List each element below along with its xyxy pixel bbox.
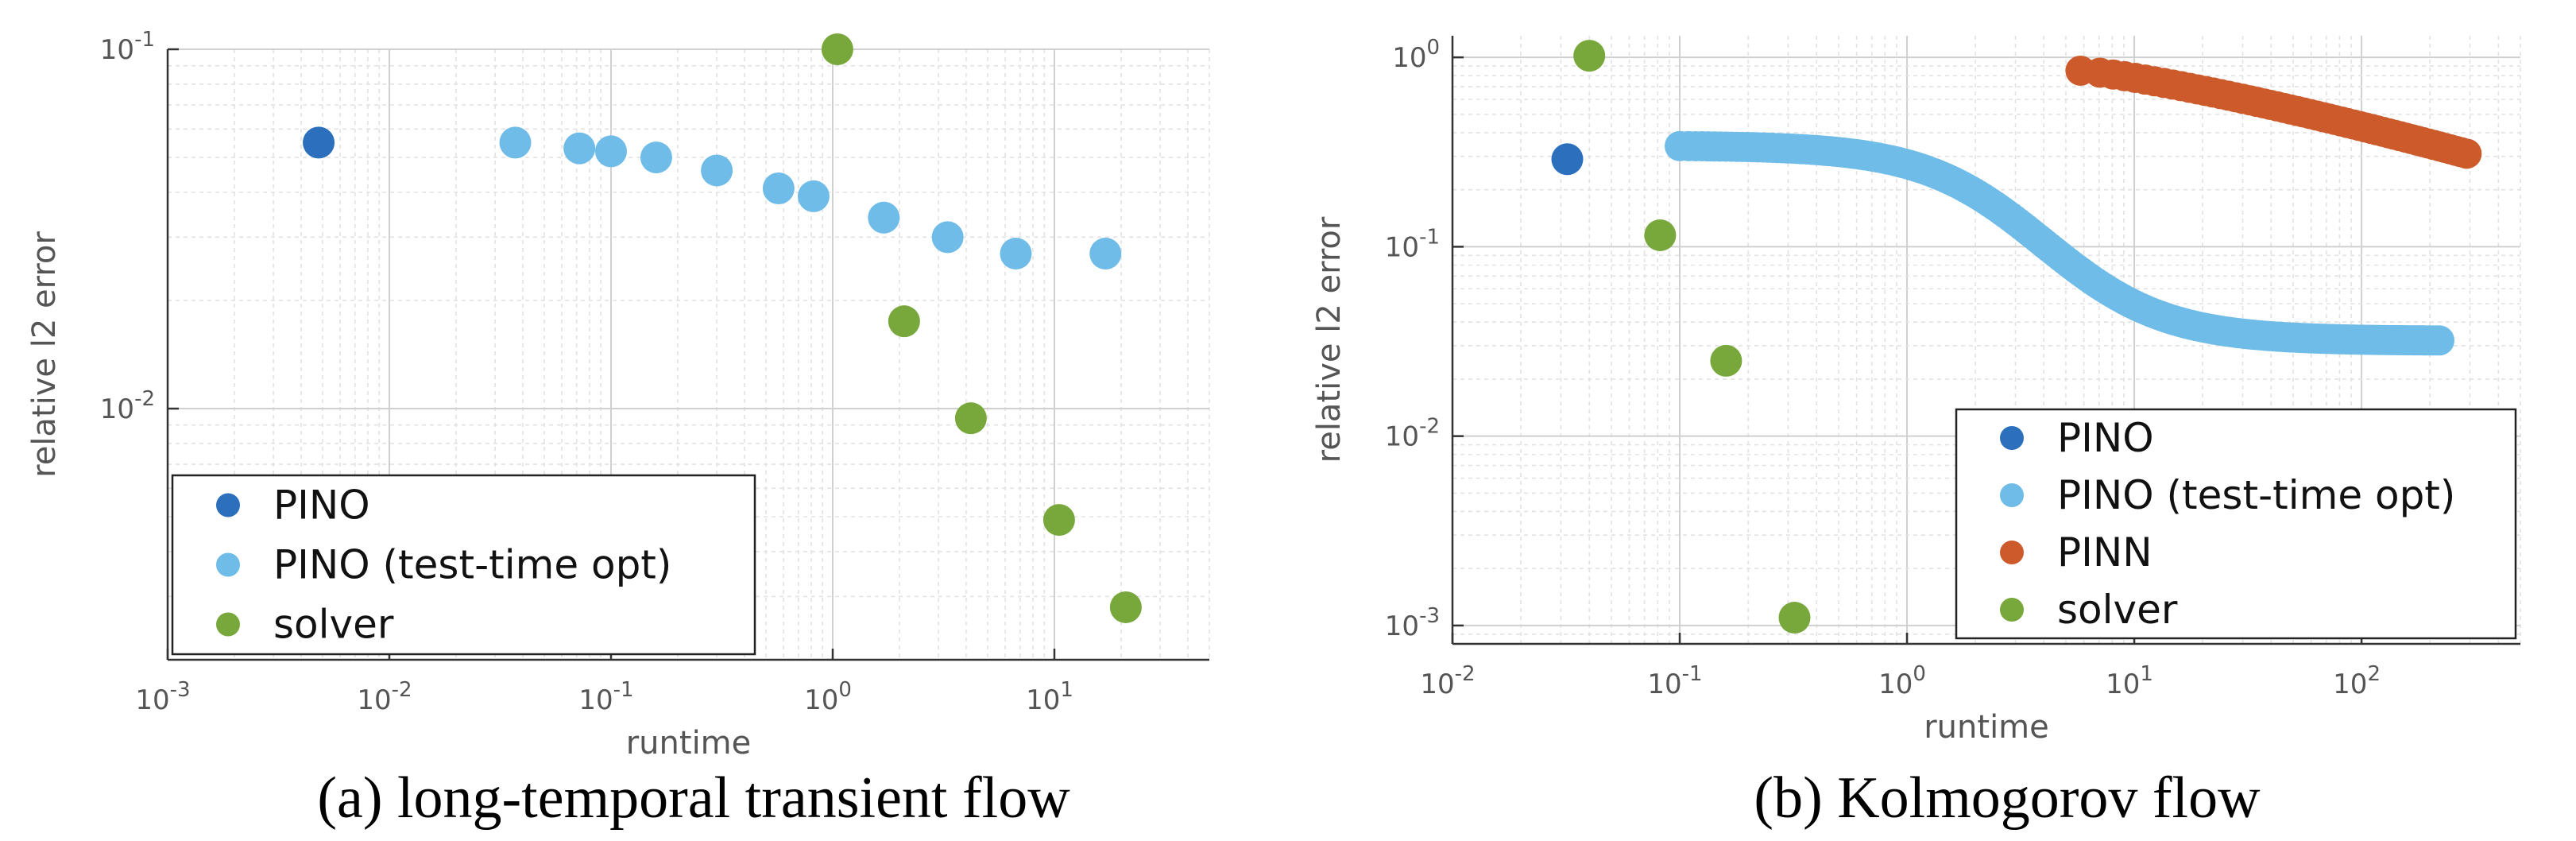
- point-pinn: [2451, 138, 2482, 169]
- point-pino: [1551, 143, 1584, 176]
- legend-box: [1955, 408, 2517, 640]
- data-layer: [303, 33, 1142, 623]
- legend-label-pino: PINO: [2057, 415, 2154, 461]
- caption-a: (a) long-temporal transient flow: [317, 765, 1070, 831]
- series-solver: [1573, 40, 1811, 634]
- legend: PINO PINO (test-time opt) PINN solver: [1955, 408, 2517, 640]
- legend-marker-pino: [216, 493, 240, 517]
- y-tick-label: 10-2: [1385, 415, 1440, 453]
- point-pino-test-time-opt: [931, 221, 964, 254]
- grid: [1452, 36, 2521, 645]
- point-pino-test-time-opt: [1089, 238, 1122, 270]
- x-tick-label: 101: [1026, 678, 1073, 716]
- point-solver: [821, 33, 853, 65]
- series-pino-test-time-opt: [499, 126, 1122, 270]
- x-tick-label: 10-2: [357, 678, 412, 716]
- chart-b: 10-2 10-1 100 101 102 10-3 10-2 10-1 100 runtime r…: [1311, 36, 2521, 746]
- point-pino: [303, 126, 335, 159]
- x-axis-label: runtime: [626, 725, 752, 762]
- legend-label-solver: solver: [2057, 587, 2178, 633]
- y-tick-label: 10-3: [1385, 604, 1440, 642]
- x-tick-label: 10-2: [1420, 662, 1475, 700]
- x-tick-label: 10-3: [135, 678, 190, 716]
- x-tick-label: 101: [2106, 662, 2153, 700]
- point-pino-test-time-opt: [563, 132, 596, 165]
- legend-marker-solver: [216, 612, 240, 637]
- x-tick-label: 100: [804, 678, 852, 716]
- series-pino: [303, 126, 335, 159]
- x-axis-label: runtime: [1924, 709, 2049, 746]
- x-tick-label: 102: [2333, 662, 2381, 700]
- legend-marker-pinn: [2000, 541, 2024, 564]
- point-pino-test-time-opt: [594, 135, 627, 168]
- point-pino-test-time-opt: [2424, 325, 2455, 356]
- point-solver: [954, 402, 987, 435]
- legend-marker-pino: [2000, 426, 2024, 450]
- caption-b: (b) Kolmogorov flow: [1754, 765, 2261, 831]
- y-tick-label: 100: [1392, 36, 1440, 74]
- legend-marker-solver: [2000, 598, 2024, 622]
- point-solver: [888, 305, 920, 338]
- legend-marker-pino-test-time-opt: [216, 552, 240, 577]
- point-solver: [1109, 591, 1142, 623]
- data-layer: [1551, 40, 2482, 634]
- point-solver: [1573, 40, 1606, 72]
- point-solver: [1778, 602, 1811, 634]
- point-solver: [1644, 219, 1677, 251]
- series-pinn: [2065, 55, 2482, 169]
- y-tick-label: 10-1: [100, 28, 155, 66]
- series-solver: [821, 33, 1142, 623]
- point-pino-test-time-opt: [797, 180, 830, 212]
- legend-box: [171, 474, 756, 656]
- point-pino-test-time-opt: [640, 141, 672, 174]
- point-pino-test-time-opt: [499, 126, 532, 159]
- series-pino-test-time-opt: [1665, 130, 2455, 356]
- x-tick-label: 10-1: [1647, 662, 1702, 700]
- point-pino-test-time-opt: [701, 154, 733, 187]
- y-axis-label: relative l2 error: [1311, 216, 1348, 463]
- chart-a: 10-3 10-2 10-1 100 101 10-2 10-1 runtime relativ…: [26, 28, 1210, 762]
- legend-label-solver: solver: [273, 602, 394, 648]
- legend-marker-pino-test-time-opt: [2000, 483, 2024, 507]
- legend-label-pino-test-time-opt: PINO (test-time opt): [273, 542, 671, 588]
- point-pino-test-time-opt: [1000, 238, 1032, 270]
- x-tick-label: 10-1: [578, 678, 633, 716]
- y-tick-label: 10-1: [1385, 225, 1440, 263]
- legend-label-pino-test-time-opt: PINO (test-time opt): [2057, 472, 2455, 518]
- point-pino-test-time-opt: [868, 201, 900, 234]
- legend-label-pinn: PINN: [2057, 529, 2152, 576]
- legend-label-pino: PINO: [273, 483, 370, 529]
- point-solver: [1042, 504, 1075, 537]
- point-pino-test-time-opt: [762, 172, 795, 205]
- legend: PINO PINO (test-time opt) solver: [171, 474, 756, 656]
- x-tick-label: 100: [1878, 662, 1926, 700]
- series-pino: [1551, 143, 1584, 176]
- point-solver: [1710, 344, 1742, 377]
- y-tick-label: 10-2: [100, 387, 155, 425]
- y-axis-label: relative l2 error: [26, 231, 63, 478]
